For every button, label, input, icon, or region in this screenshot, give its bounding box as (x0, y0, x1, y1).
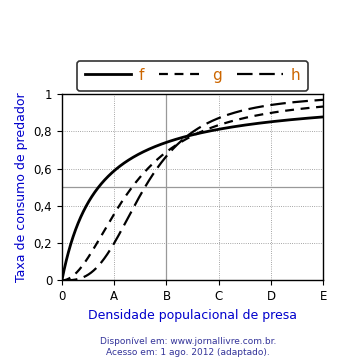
Text: Disponível em: www.jornallivre.com.br.
Acesso em: 1 ago. 2012 (adaptado).: Disponível em: www.jornallivre.com.br. A… (100, 337, 276, 357)
X-axis label: Densidade populacional de presa: Densidade populacional de presa (88, 309, 297, 322)
Y-axis label: Taxa de consumo de predador: Taxa de consumo de predador (15, 92, 28, 282)
Legend: f, g, h: f, g, h (77, 61, 308, 91)
